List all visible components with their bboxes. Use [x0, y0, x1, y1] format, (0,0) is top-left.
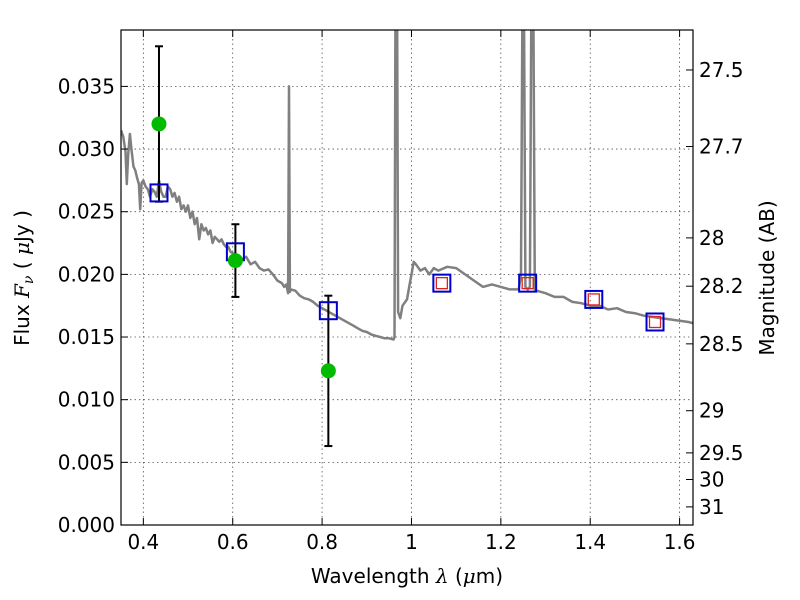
- magnitude-axis-ticks: 27.5 27.7 28 28.2 28.5 29 29.530 31: [686, 58, 744, 519]
- observed-point: [151, 116, 167, 132]
- grid: [121, 30, 693, 526]
- inner-box-marker: [587, 293, 600, 306]
- y-tick-label: 0.010: [58, 388, 115, 412]
- inner-box-marker: [435, 276, 449, 290]
- y-axis-label-text: Flux: [10, 298, 34, 346]
- y-axis-label-paren: (: [10, 255, 34, 276]
- y-tick-label: 0.030: [58, 137, 115, 161]
- x-axis-label: Wavelength λ (μm): [311, 564, 503, 588]
- y-tick-label: 0.025: [58, 200, 115, 224]
- magnitude-tick-label: 27.5: [699, 58, 744, 82]
- magnitude-tick-label: 28: [699, 226, 724, 250]
- x-tick-label: 1.4: [574, 530, 606, 554]
- x-axis-label-symbol: λ: [435, 564, 449, 588]
- y-axis-label-symbol: F: [10, 283, 34, 299]
- box-marker-group: [149, 183, 665, 332]
- y-tick-label: 0.005: [58, 450, 115, 474]
- magnitude-tick-label: 28.2: [699, 274, 744, 298]
- x-axis-label-paren: (: [449, 564, 463, 588]
- y-axis-label-mu: μ: [10, 242, 34, 255]
- model-box-marker: [318, 301, 338, 321]
- y-tick-label: 0.015: [58, 325, 115, 349]
- observed-point: [227, 253, 243, 269]
- magnitude-tick-label: 30: [699, 467, 724, 491]
- model-spectrum-line: [121, 30, 693, 341]
- inner-box-marker: [521, 276, 534, 290]
- x-tick-label: 0.4: [127, 530, 159, 554]
- x-tick-label: 0.6: [217, 530, 249, 554]
- magnitude-tick-label: 31: [699, 495, 724, 519]
- x-tick-label: 1.6: [664, 530, 696, 554]
- x-axis-label-text: Wavelength: [311, 564, 436, 588]
- model-box-marker: [432, 273, 452, 293]
- y-axis-ticks: 0.000 0.005 0.010 0.015 0.020 0.025 0.030 0.035: [58, 74, 128, 537]
- model-box-marker: [584, 289, 604, 309]
- observed-point: [320, 363, 336, 379]
- y-tick-label: 0.000: [58, 513, 115, 537]
- y-tick-label: 0.035: [58, 74, 115, 98]
- magnitude-tick-label: 29: [699, 399, 724, 423]
- x-axis-label-mu: μ: [463, 564, 476, 588]
- magnitude-tick-label: 27.7: [699, 135, 744, 159]
- y-axis-label: Flux Fν ( μJy ): [10, 210, 37, 346]
- x-tick-label: 0.8: [306, 530, 338, 554]
- y-axis-label-subscript: ν: [21, 275, 37, 284]
- y-axis-label-unit: Jy ): [10, 210, 34, 244]
- inner-box-marker: [648, 315, 662, 329]
- x-axis-ticks: 0.4 0.6 0.8 1 1.2 1.4 1.6: [127, 30, 696, 554]
- plot-frame: [120, 29, 694, 526]
- observed-point-group: [151, 116, 336, 379]
- magnitude-axis-label: Magnitude (AB): [755, 200, 779, 355]
- x-tick-label: 1: [405, 530, 418, 554]
- model-box-marker: [518, 273, 538, 293]
- magnitude-tick-label: 29.5: [699, 441, 744, 465]
- model-box-marker: [645, 312, 665, 332]
- magnitude-tick-label: 28.5: [699, 332, 744, 356]
- x-axis-label-unit: m): [476, 564, 503, 588]
- y-tick-label: 0.020: [58, 262, 115, 286]
- model-box-marker: [149, 183, 169, 203]
- x-tick-label: 1.2: [485, 530, 517, 554]
